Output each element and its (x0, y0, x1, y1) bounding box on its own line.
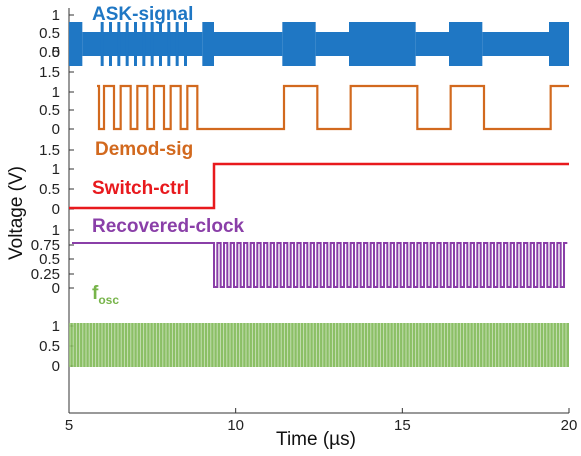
ask-high-block (449, 22, 483, 66)
series-label-switch-ctrl: Switch-ctrl (92, 178, 189, 199)
ticks-layer: 5 10 15 2010.500.51.510.501.510.5010.750.50… (31, 7, 578, 434)
ask-notch (117, 22, 121, 66)
y-tick-label: 1 (52, 222, 60, 239)
y-tick-label: 1 (52, 161, 60, 178)
y-axis-title: Voltage (V) (6, 166, 27, 260)
y-tick-label: 1.5 (39, 64, 60, 81)
y-tick-label: 0.5 (39, 102, 60, 119)
y-tick-label: 1.5 (39, 142, 60, 159)
y-tick-label: 0.25 (31, 266, 60, 283)
y-tick-label: 0 (52, 44, 60, 61)
ask-low-block (415, 32, 449, 56)
y-tick-label: 0 (52, 280, 60, 297)
ask-notch (100, 22, 104, 66)
ask-high-block (69, 22, 83, 66)
y-tick-label: 0.5 (39, 181, 60, 198)
y-tick-label: 0.5 (39, 25, 60, 42)
ask-high-block (349, 22, 416, 66)
switch-trace (69, 162, 569, 210)
x-tick-label: 15 (394, 417, 411, 434)
series-label-fosc-main: f (92, 283, 99, 304)
ask-notch (159, 22, 162, 66)
y-tick-label: 1 (52, 318, 60, 335)
ask-notch (184, 22, 187, 66)
ask-notch (134, 22, 137, 66)
ask-notch (109, 22, 112, 66)
series-switch-ctrl (69, 162, 569, 210)
series-label-demod-sig: Demod-sig (95, 139, 193, 160)
series-label-ask-signal: ASK-signal (92, 4, 193, 25)
y-tick-label: 0.5 (39, 251, 60, 268)
series-label-recovered-clock: Recovered-clock (92, 216, 245, 237)
ask-notch (125, 22, 129, 66)
ask-low-block (482, 32, 549, 56)
series-label-fosc-subscript: osc (98, 293, 119, 307)
ask-high-block (282, 22, 316, 66)
series-recovered-clock (72, 242, 568, 288)
ask-notch (175, 22, 179, 66)
x-tick-label: 5 (65, 417, 73, 434)
y-tick-label: 1 (52, 7, 60, 24)
ask-low-block (214, 32, 283, 56)
series-fosc (69, 323, 569, 367)
series-label-fosc: fosc (92, 283, 119, 307)
y-tick-label: 0 (52, 358, 60, 375)
ask-notch (150, 22, 154, 66)
y-tick-label: 1 (52, 84, 60, 101)
x-tick-label: 10 (227, 417, 244, 434)
y-tick-label: 0 (52, 201, 60, 218)
ask-high-block (549, 22, 569, 66)
y-tick-label: 0.5 (39, 338, 60, 355)
ask-notch (167, 22, 171, 66)
series-ask-signal (69, 22, 569, 66)
series-demod-sig (97, 84, 569, 131)
x-axis-title: Time (µs) (276, 429, 356, 450)
demod-trace (97, 84, 569, 131)
ask-low-block (315, 32, 349, 56)
y-tick-label: 0 (52, 121, 60, 138)
traces-layer (69, 22, 569, 367)
y-tick-label: 0.5 (39, 44, 60, 61)
recovered-clock-trace (72, 242, 568, 288)
ask-notch (142, 22, 146, 66)
y-tick-label: 0.75 (31, 237, 60, 254)
x-tick-label: 20 (561, 417, 578, 434)
ask-high-block (202, 22, 214, 66)
